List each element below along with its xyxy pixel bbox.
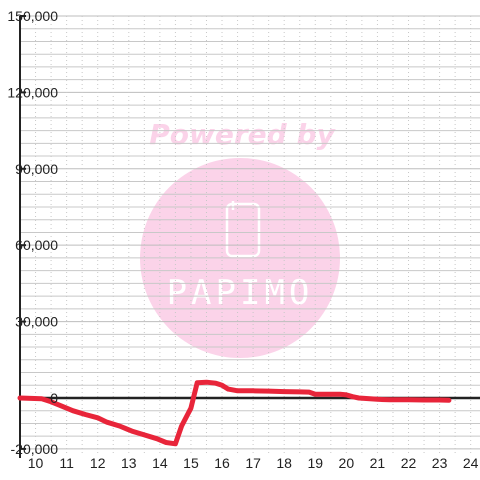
x-tick-label: 18 — [276, 455, 292, 471]
x-tick-label: 10 — [28, 455, 44, 471]
y-tick-label: 90,000 — [15, 161, 58, 177]
watermark-brand: PAPIMO — [167, 273, 314, 313]
y-tick-label: -20,000 — [11, 441, 59, 457]
x-tick-label: 17 — [245, 455, 261, 471]
y-tick-label: 30,000 — [15, 314, 58, 330]
phone-icon — [225, 201, 261, 258]
x-tick-label: 20 — [339, 455, 355, 471]
series-layer — [17, 379, 452, 447]
series-line — [17, 379, 452, 447]
y-tick-label: 0 — [50, 390, 58, 406]
x-tick-label: 21 — [370, 455, 386, 471]
x-tick-label: 19 — [307, 455, 323, 471]
x-tick-label: 15 — [183, 455, 199, 471]
x-tick-label: 12 — [90, 455, 106, 471]
x-tick-label: 23 — [432, 455, 448, 471]
x-tick-label: 13 — [121, 455, 137, 471]
x-tick-labels: 10 11 12 13 14 15 16 17 18 19 20 21 22 23 24 — [28, 455, 479, 471]
y-tick-label: 60,000 — [15, 237, 58, 253]
y-tick-label: 150,000 — [7, 8, 58, 24]
x-tick-label: 11 — [59, 455, 74, 471]
x-tick-label: 22 — [401, 455, 417, 471]
grid — [20, 15, 480, 454]
x-tick-label: 16 — [214, 455, 230, 471]
y-tick-labels: -20,000 0 30,000 60,000 90,000 120,000 150,000 — [7, 8, 58, 457]
x-tick-label: 24 — [463, 455, 479, 471]
x-tick-label: 14 — [152, 455, 168, 471]
y-tick-label: 120,000 — [7, 84, 58, 100]
watermark-powered-by: Powered by — [149, 118, 336, 151]
